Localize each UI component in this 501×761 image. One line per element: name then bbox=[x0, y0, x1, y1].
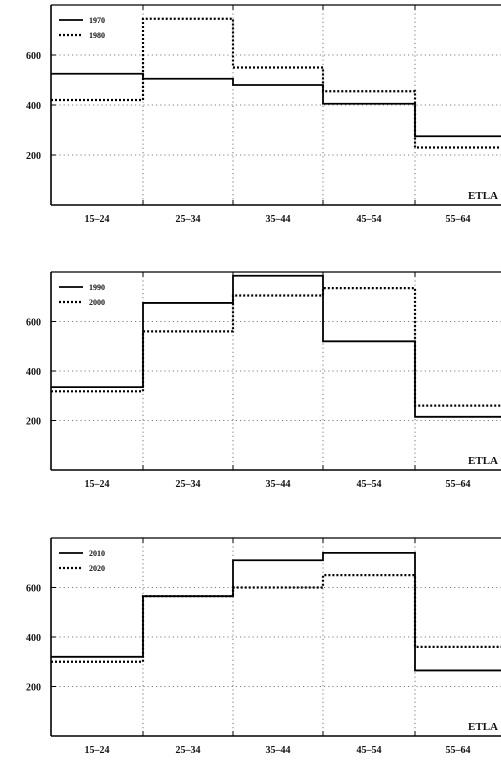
series-line-2000 bbox=[51, 286, 501, 407]
x-tick-label: 45–54 bbox=[357, 214, 382, 225]
legend-label-2010: 2010 bbox=[89, 549, 105, 558]
y-tick-label: 200 bbox=[26, 683, 41, 694]
x-tick-label: 35–44 bbox=[266, 479, 291, 490]
x-tick-label: 45–54 bbox=[357, 479, 382, 490]
legend-label-1980: 1980 bbox=[89, 31, 105, 40]
x-tick-label: 15–24 bbox=[85, 479, 110, 490]
x-tick-label: 25–34 bbox=[176, 745, 201, 756]
x-tick-label: 55–64 bbox=[446, 479, 471, 490]
series-line-2010 bbox=[51, 551, 501, 672]
series-line-1980 bbox=[51, 17, 501, 149]
x-tick-label: 45–54 bbox=[357, 745, 382, 756]
y-tick-label: 600 bbox=[26, 318, 41, 329]
chart-panel-2: 200 400 600 15–24 25–34 35–44 45–54 55–64 1990 20… bbox=[26, 271, 501, 490]
x-tick-label: 15–24 bbox=[85, 745, 110, 756]
legend: 2010 2020 bbox=[59, 549, 105, 573]
legend-label-1990: 1990 bbox=[89, 283, 105, 292]
x-tick-label: 35–44 bbox=[266, 214, 291, 225]
series-line-1970 bbox=[51, 72, 501, 138]
y-tick-label: 400 bbox=[26, 101, 41, 112]
x-tick-label: 15–24 bbox=[85, 214, 110, 225]
etla-watermark: ETLA bbox=[468, 455, 498, 467]
legend: 1970 1980 bbox=[59, 16, 105, 40]
x-tick-label: 35–44 bbox=[266, 745, 291, 756]
y-tick-label: 400 bbox=[26, 633, 41, 644]
etla-watermark: ETLA bbox=[468, 190, 498, 202]
legend: 1990 2000 bbox=[59, 283, 105, 307]
series-line-2020 bbox=[51, 574, 501, 663]
y-tick-label: 200 bbox=[26, 151, 41, 162]
legend-label-1970: 1970 bbox=[89, 16, 105, 25]
y-tick-label: 600 bbox=[26, 51, 41, 62]
legend-label-2020: 2020 bbox=[89, 564, 105, 573]
etla-watermark: ETLA bbox=[468, 721, 498, 733]
x-tick-label: 55–64 bbox=[446, 214, 471, 225]
x-tick-label: 55–64 bbox=[446, 745, 471, 756]
series-line-1990 bbox=[51, 274, 501, 418]
y-tick-label: 200 bbox=[26, 417, 41, 428]
y-tick-label: 600 bbox=[26, 584, 41, 595]
y-tick-label: 400 bbox=[26, 367, 41, 378]
legend-label-2000: 2000 bbox=[89, 298, 105, 307]
x-tick-label: 25–34 bbox=[176, 479, 201, 490]
x-tick-label: 25–34 bbox=[176, 214, 201, 225]
